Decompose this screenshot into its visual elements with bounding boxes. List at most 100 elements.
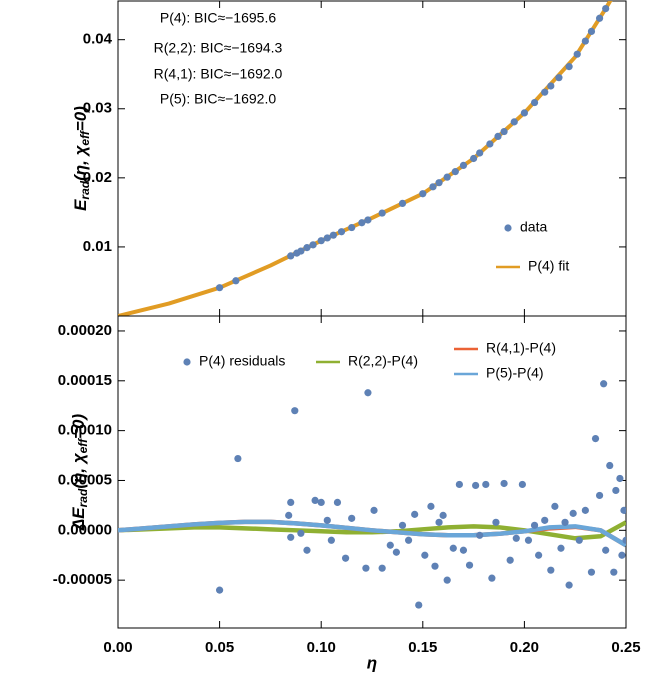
data-point [435,518,443,526]
y-tick-label: 0.00015 [58,372,112,389]
data-point [494,132,502,140]
data-point [530,521,539,529]
annotation: R(2,2): BIC≈−1694.3 [154,40,283,56]
data-point [317,498,325,507]
data-point [530,98,539,107]
data-point [535,551,543,559]
data-point [595,14,604,22]
y-tick-label: 0.00010 [58,422,112,439]
data-point [618,551,626,559]
data-point [378,209,386,217]
data-point [472,481,480,490]
data-point [386,541,394,549]
data-point [565,63,573,71]
data-point [333,498,342,507]
data-point [311,496,319,505]
data-point [551,502,559,510]
data-point [364,389,372,397]
x-tick-label: 0.05 [205,639,234,656]
data-point [459,161,468,170]
data-point [612,486,620,495]
y-axis-label-part: rad [76,488,90,507]
data-point [488,574,496,582]
data-point [520,109,529,117]
series-line [118,1,613,316]
data-point [439,511,447,519]
data-point [476,149,484,157]
data-point [500,479,508,488]
data-point [435,179,443,187]
data-point [476,531,484,539]
data-point [421,551,429,559]
data-point [327,536,335,544]
data-point [622,536,626,544]
data-point [364,216,372,224]
data-point [303,546,311,554]
data-point [370,506,378,514]
data-point [616,474,624,483]
x-tick-label: 0.15 [408,639,437,656]
series-line [118,519,626,548]
data-point [459,546,468,554]
data-point [415,601,423,609]
data-point [541,88,549,96]
data-point [500,127,508,136]
y-axis-label-part: ΔE [69,507,88,531]
frame [117,315,627,629]
data-point [602,4,610,13]
x-axis-label: η [367,653,377,672]
legend-label: R(2,2)-P(4) [348,353,418,369]
data-point [337,228,346,236]
annotation: P(5): BIC≈−1692.0 [160,91,276,107]
data-point [317,237,325,245]
y-axis-label-part: eff [76,438,90,453]
data-point [581,37,589,45]
y-axis-label-part: eff [78,130,92,145]
legend-marker [504,224,512,232]
data-point [398,521,407,529]
legend-label: P(5)-P(4) [486,365,544,381]
data-point [492,518,500,526]
data-point [595,491,604,500]
data-point [510,118,518,126]
data-point [216,284,224,292]
y-axis-label: ΔErad(η, χeff=0) [69,414,90,532]
data-point [297,247,305,255]
y-axis-label-part: (η, χ [69,452,88,488]
data-point [569,509,577,517]
y-tick-label: -0.00005 [53,571,112,588]
data-point [620,506,626,514]
data-point [512,534,520,542]
data-point [303,244,311,252]
data-point [581,506,589,514]
y-tick-label: 0.01 [83,238,112,255]
y-tick-label: 0.00020 [58,322,112,339]
data-point [449,544,457,552]
data-point [348,223,356,232]
data-point [358,219,366,227]
data-point [524,536,533,544]
y-tick-label: 0.00000 [58,521,112,538]
data-point [587,27,596,35]
data-point [323,516,331,524]
data-point [561,518,569,526]
data-point [285,511,293,519]
y-tick-label: 0.03 [83,100,112,117]
data-point [392,548,400,556]
data-point [600,380,608,388]
data-point [329,231,337,239]
data-point [216,586,224,594]
data-point [465,561,474,569]
data-point [341,554,350,562]
data-point [455,480,463,489]
x-tick-label: 0.10 [307,639,336,656]
data-point [429,183,437,191]
data-point [232,277,240,285]
y-axis-label-part: (η, χ [71,144,90,180]
x-tick-label: 0.00 [103,639,132,656]
data-point [431,562,439,570]
x-tick-label: 0.20 [510,639,539,656]
data-point [565,581,573,589]
